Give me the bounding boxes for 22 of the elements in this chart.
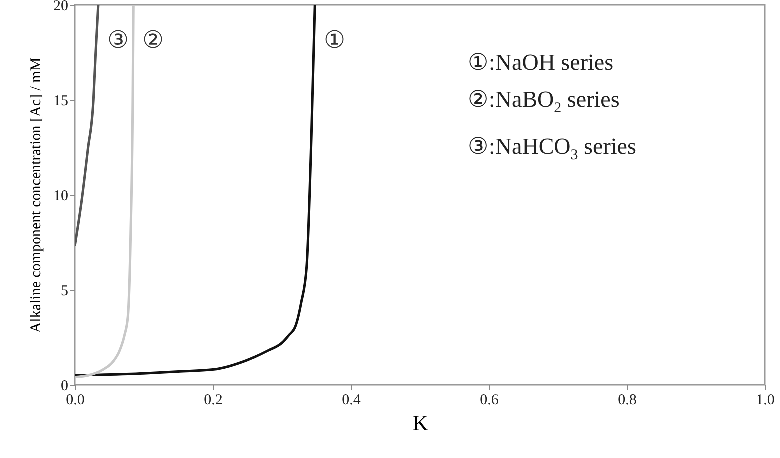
y-tick-label: 5 xyxy=(61,284,68,300)
x-tick-label: 0.0 xyxy=(66,392,85,408)
x-tick-label: 0.6 xyxy=(480,392,500,408)
series-label: ③ xyxy=(107,28,130,54)
line-series xyxy=(75,5,316,377)
x-tick-label: 0.2 xyxy=(204,392,223,408)
annotation: ②:NaBO$_{2}$ series xyxy=(468,86,621,119)
y-tick-label: 15 xyxy=(54,94,68,110)
y-tick-label: 0 xyxy=(61,378,68,394)
series-label: ① xyxy=(324,28,346,54)
y-tick-label: 10 xyxy=(54,188,68,204)
x-axis-title: K xyxy=(412,410,429,436)
annotation: ③:NaHCO$_{3}$ series xyxy=(468,132,636,166)
x-tick-label: 0.8 xyxy=(618,392,637,408)
y-axis-title: Alkaline component concentration [Ac] / mM xyxy=(28,58,44,334)
series-label: ② xyxy=(142,28,165,54)
y-tick-label: 20 xyxy=(54,0,68,14)
annotation: ①:NaOH series xyxy=(468,49,615,77)
x-tick-label: 1.0 xyxy=(756,392,775,408)
x-tick-label: 0.4 xyxy=(342,392,362,408)
line-series xyxy=(75,5,135,379)
line-series xyxy=(75,5,100,248)
